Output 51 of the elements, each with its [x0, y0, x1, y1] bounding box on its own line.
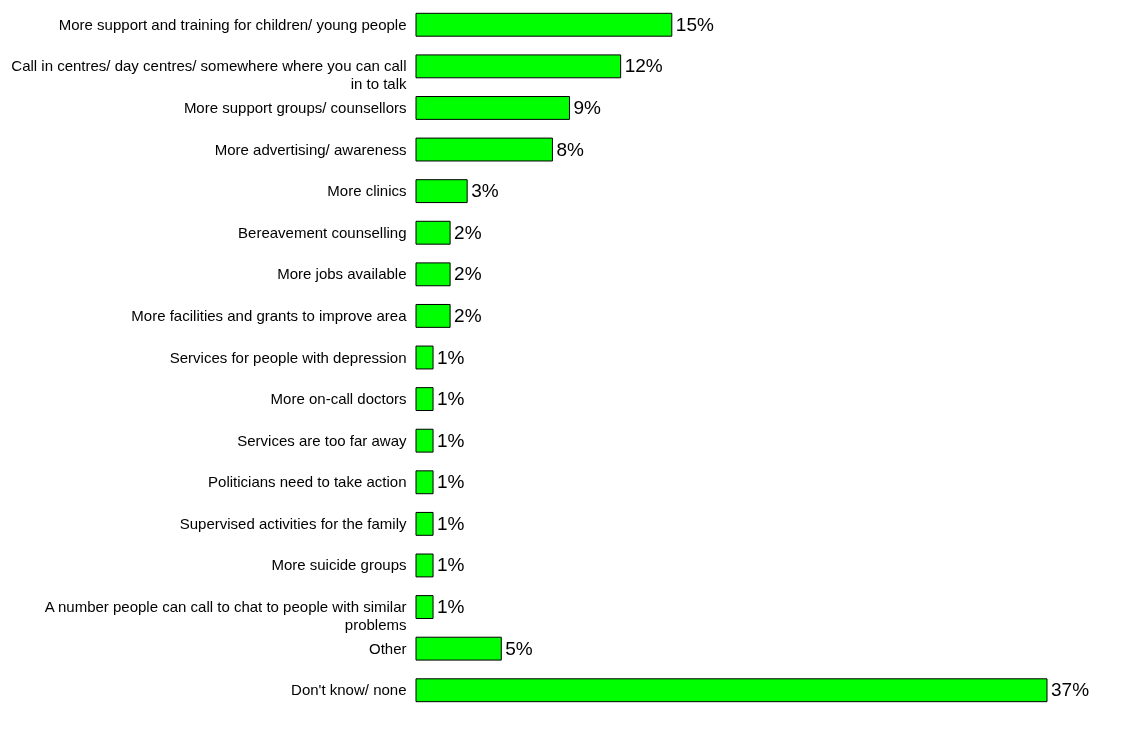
- y-tick-label: More jobs available: [277, 265, 407, 283]
- bar: [415, 553, 434, 578]
- bar: [415, 511, 434, 536]
- y-tick-label: Supervised activities for the family: [179, 514, 407, 532]
- data-label: 1%: [437, 471, 465, 493]
- y-tick-label: More support groups/ counsellors: [183, 98, 407, 116]
- data-label: 8%: [556, 138, 584, 160]
- y-tick-label: More facilities and grants to improve area: [131, 306, 408, 324]
- data-label: 15%: [675, 13, 714, 35]
- data-label: 3%: [471, 180, 499, 202]
- bar: [415, 470, 434, 495]
- bar: [415, 137, 553, 162]
- bar: [415, 54, 622, 79]
- data-label: 1%: [437, 596, 465, 618]
- bar: [415, 12, 673, 37]
- data-label: 12%: [624, 55, 663, 77]
- y-tick-label: More suicide groups: [271, 556, 407, 574]
- bar: [415, 678, 1048, 703]
- y-tick-label: More advertising/ awareness: [214, 140, 407, 158]
- bar: [415, 220, 451, 245]
- data-label: 37%: [1051, 679, 1090, 701]
- data-label: 1%: [437, 346, 465, 368]
- data-label: 2%: [454, 263, 482, 285]
- y-tick-label: Services are too far away: [237, 431, 407, 449]
- data-label: 2%: [454, 221, 482, 243]
- bar: [415, 303, 451, 328]
- bar: [415, 345, 434, 370]
- y-tick-label: Don't know/ none: [291, 681, 407, 699]
- y-tick-label: Other: [368, 639, 407, 657]
- data-label: 1%: [437, 554, 465, 576]
- data-label: 9%: [573, 96, 602, 118]
- y-tick-label: A number people can call to chat to people with similar problems: [44, 598, 407, 634]
- data-label: 1%: [437, 429, 465, 451]
- bar: [415, 387, 434, 412]
- y-tick-label: Bereavement counselling: [238, 223, 407, 241]
- data-label: 1%: [437, 512, 465, 534]
- bar: [415, 595, 434, 619]
- data-label: 1%: [437, 388, 465, 410]
- bar: [415, 262, 451, 287]
- bar: [415, 428, 434, 453]
- y-tick-label: Call in centres/ day centres/ somewhere where you can call in to talk: [11, 57, 407, 93]
- bar: [415, 96, 570, 120]
- bar: [415, 179, 468, 204]
- y-tick-label: Politicians need to take action: [208, 473, 407, 491]
- data-label: 2%: [454, 304, 482, 326]
- y-tick-label: More clinics: [327, 182, 407, 200]
- y-tick-label: More on-call doctors: [270, 390, 407, 408]
- bar: [415, 636, 502, 661]
- data-label: 5%: [505, 637, 533, 659]
- y-tick-label: More support and training for children/ young people: [58, 15, 407, 33]
- y-tick-label: Services for people with depression: [169, 348, 407, 366]
